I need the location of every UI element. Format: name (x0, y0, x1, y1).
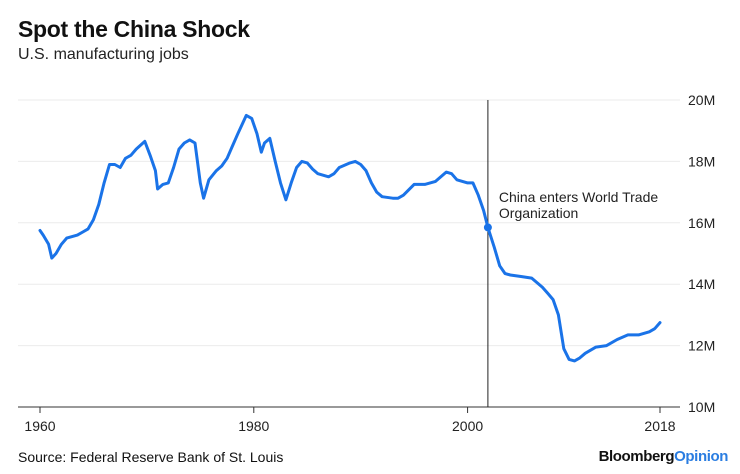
x-tick-label: 2000 (452, 418, 483, 434)
chart-title: Spot the China Shock (18, 16, 250, 42)
chart-subtitle: U.S. manufacturing jobs (18, 46, 189, 63)
bloomberg-opinion-logo: BloombergOpinion (598, 448, 729, 465)
source-note: Source: Federal Reserve Bank of St. Loui… (18, 449, 284, 465)
x-tick-label: 2018 (644, 418, 675, 434)
annotation-label: Organization (499, 205, 578, 221)
series-line (38, 113, 662, 363)
annotation-label: China enters World Trade (499, 189, 658, 205)
logo-bloomberg: Bloomberg (598, 448, 675, 465)
y-tick-label: 16M (688, 215, 715, 231)
x-tick-label: 1980 (238, 418, 269, 434)
y-tick-label: 12M (688, 338, 715, 354)
y-tick-label: 20M (688, 92, 715, 108)
y-tick-label: 14M (688, 276, 715, 292)
y-tick-label: 18M (688, 153, 715, 169)
annotation-point (483, 223, 492, 232)
logo-opinion: Opinion (674, 448, 728, 465)
y-tick-label: 10M (688, 399, 715, 415)
x-tick-label: 1960 (24, 418, 55, 434)
